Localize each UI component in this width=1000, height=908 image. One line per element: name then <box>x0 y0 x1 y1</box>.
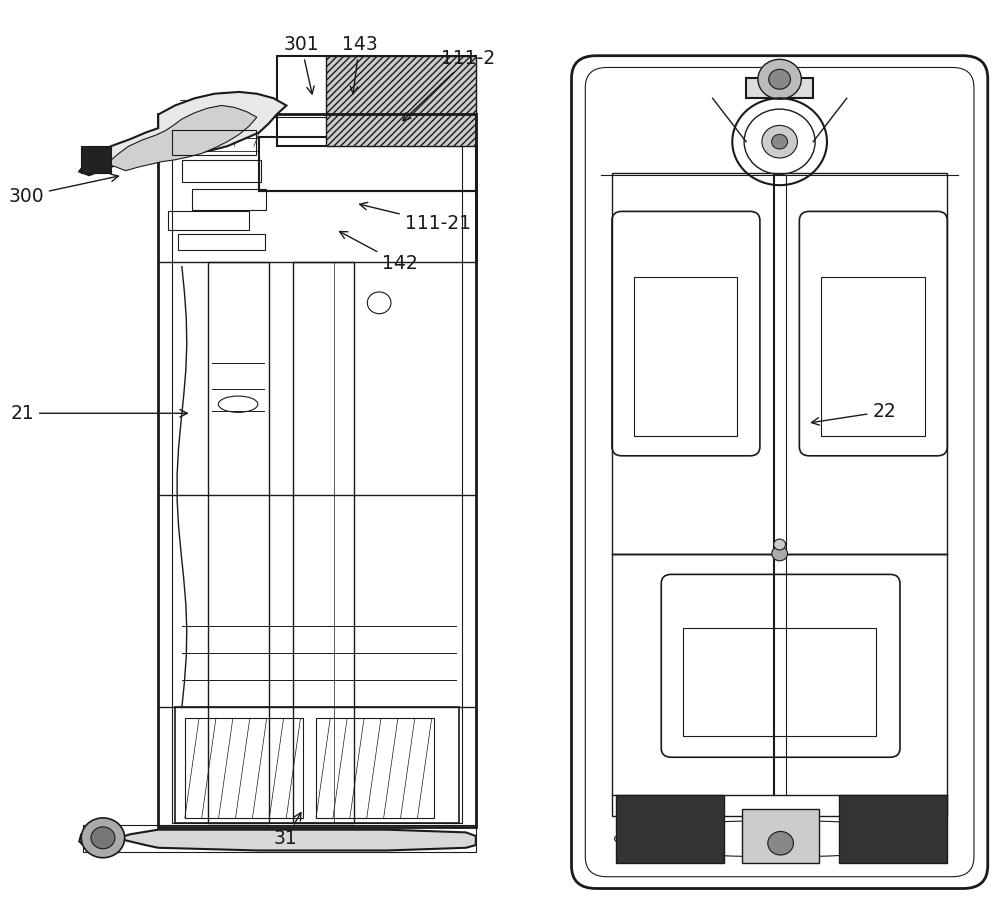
Circle shape <box>768 832 793 855</box>
Bar <box>259 137 476 192</box>
Bar <box>316 718 434 818</box>
Bar <box>277 55 476 146</box>
Text: 111-21: 111-21 <box>360 202 471 232</box>
Bar <box>81 146 111 173</box>
Bar <box>208 262 269 824</box>
Text: 142: 142 <box>340 232 418 273</box>
Bar <box>821 278 925 436</box>
Bar <box>185 718 303 818</box>
Circle shape <box>772 134 788 149</box>
Circle shape <box>772 547 788 561</box>
Circle shape <box>655 815 685 843</box>
Circle shape <box>863 802 923 856</box>
Bar <box>742 809 819 864</box>
Bar <box>616 795 724 864</box>
Bar <box>168 212 249 230</box>
Circle shape <box>762 125 797 158</box>
Circle shape <box>91 827 115 849</box>
Text: 300: 300 <box>8 174 118 205</box>
Bar <box>612 554 947 816</box>
Bar <box>683 627 876 736</box>
Circle shape <box>769 69 790 89</box>
Bar <box>612 173 947 554</box>
Polygon shape <box>79 92 286 175</box>
Text: 301: 301 <box>283 35 319 94</box>
Bar <box>839 795 947 864</box>
Bar <box>158 114 476 827</box>
Circle shape <box>81 818 125 858</box>
Bar <box>182 160 261 183</box>
Text: 31: 31 <box>274 813 301 848</box>
Circle shape <box>878 815 908 843</box>
Bar <box>746 78 813 98</box>
Text: 143: 143 <box>342 35 377 94</box>
Bar <box>83 825 476 853</box>
Bar <box>192 189 266 210</box>
Circle shape <box>774 539 786 550</box>
Text: 22: 22 <box>812 402 896 425</box>
Bar <box>293 262 354 824</box>
Bar <box>178 234 265 251</box>
Polygon shape <box>326 55 476 146</box>
Bar <box>172 117 462 824</box>
Text: 111-2: 111-2 <box>403 49 495 121</box>
Text: 21: 21 <box>10 404 187 423</box>
Bar <box>172 130 256 155</box>
Bar <box>175 707 459 824</box>
Polygon shape <box>79 827 476 851</box>
Circle shape <box>641 802 700 856</box>
Polygon shape <box>106 105 257 171</box>
Circle shape <box>758 59 801 99</box>
Bar <box>634 278 737 436</box>
